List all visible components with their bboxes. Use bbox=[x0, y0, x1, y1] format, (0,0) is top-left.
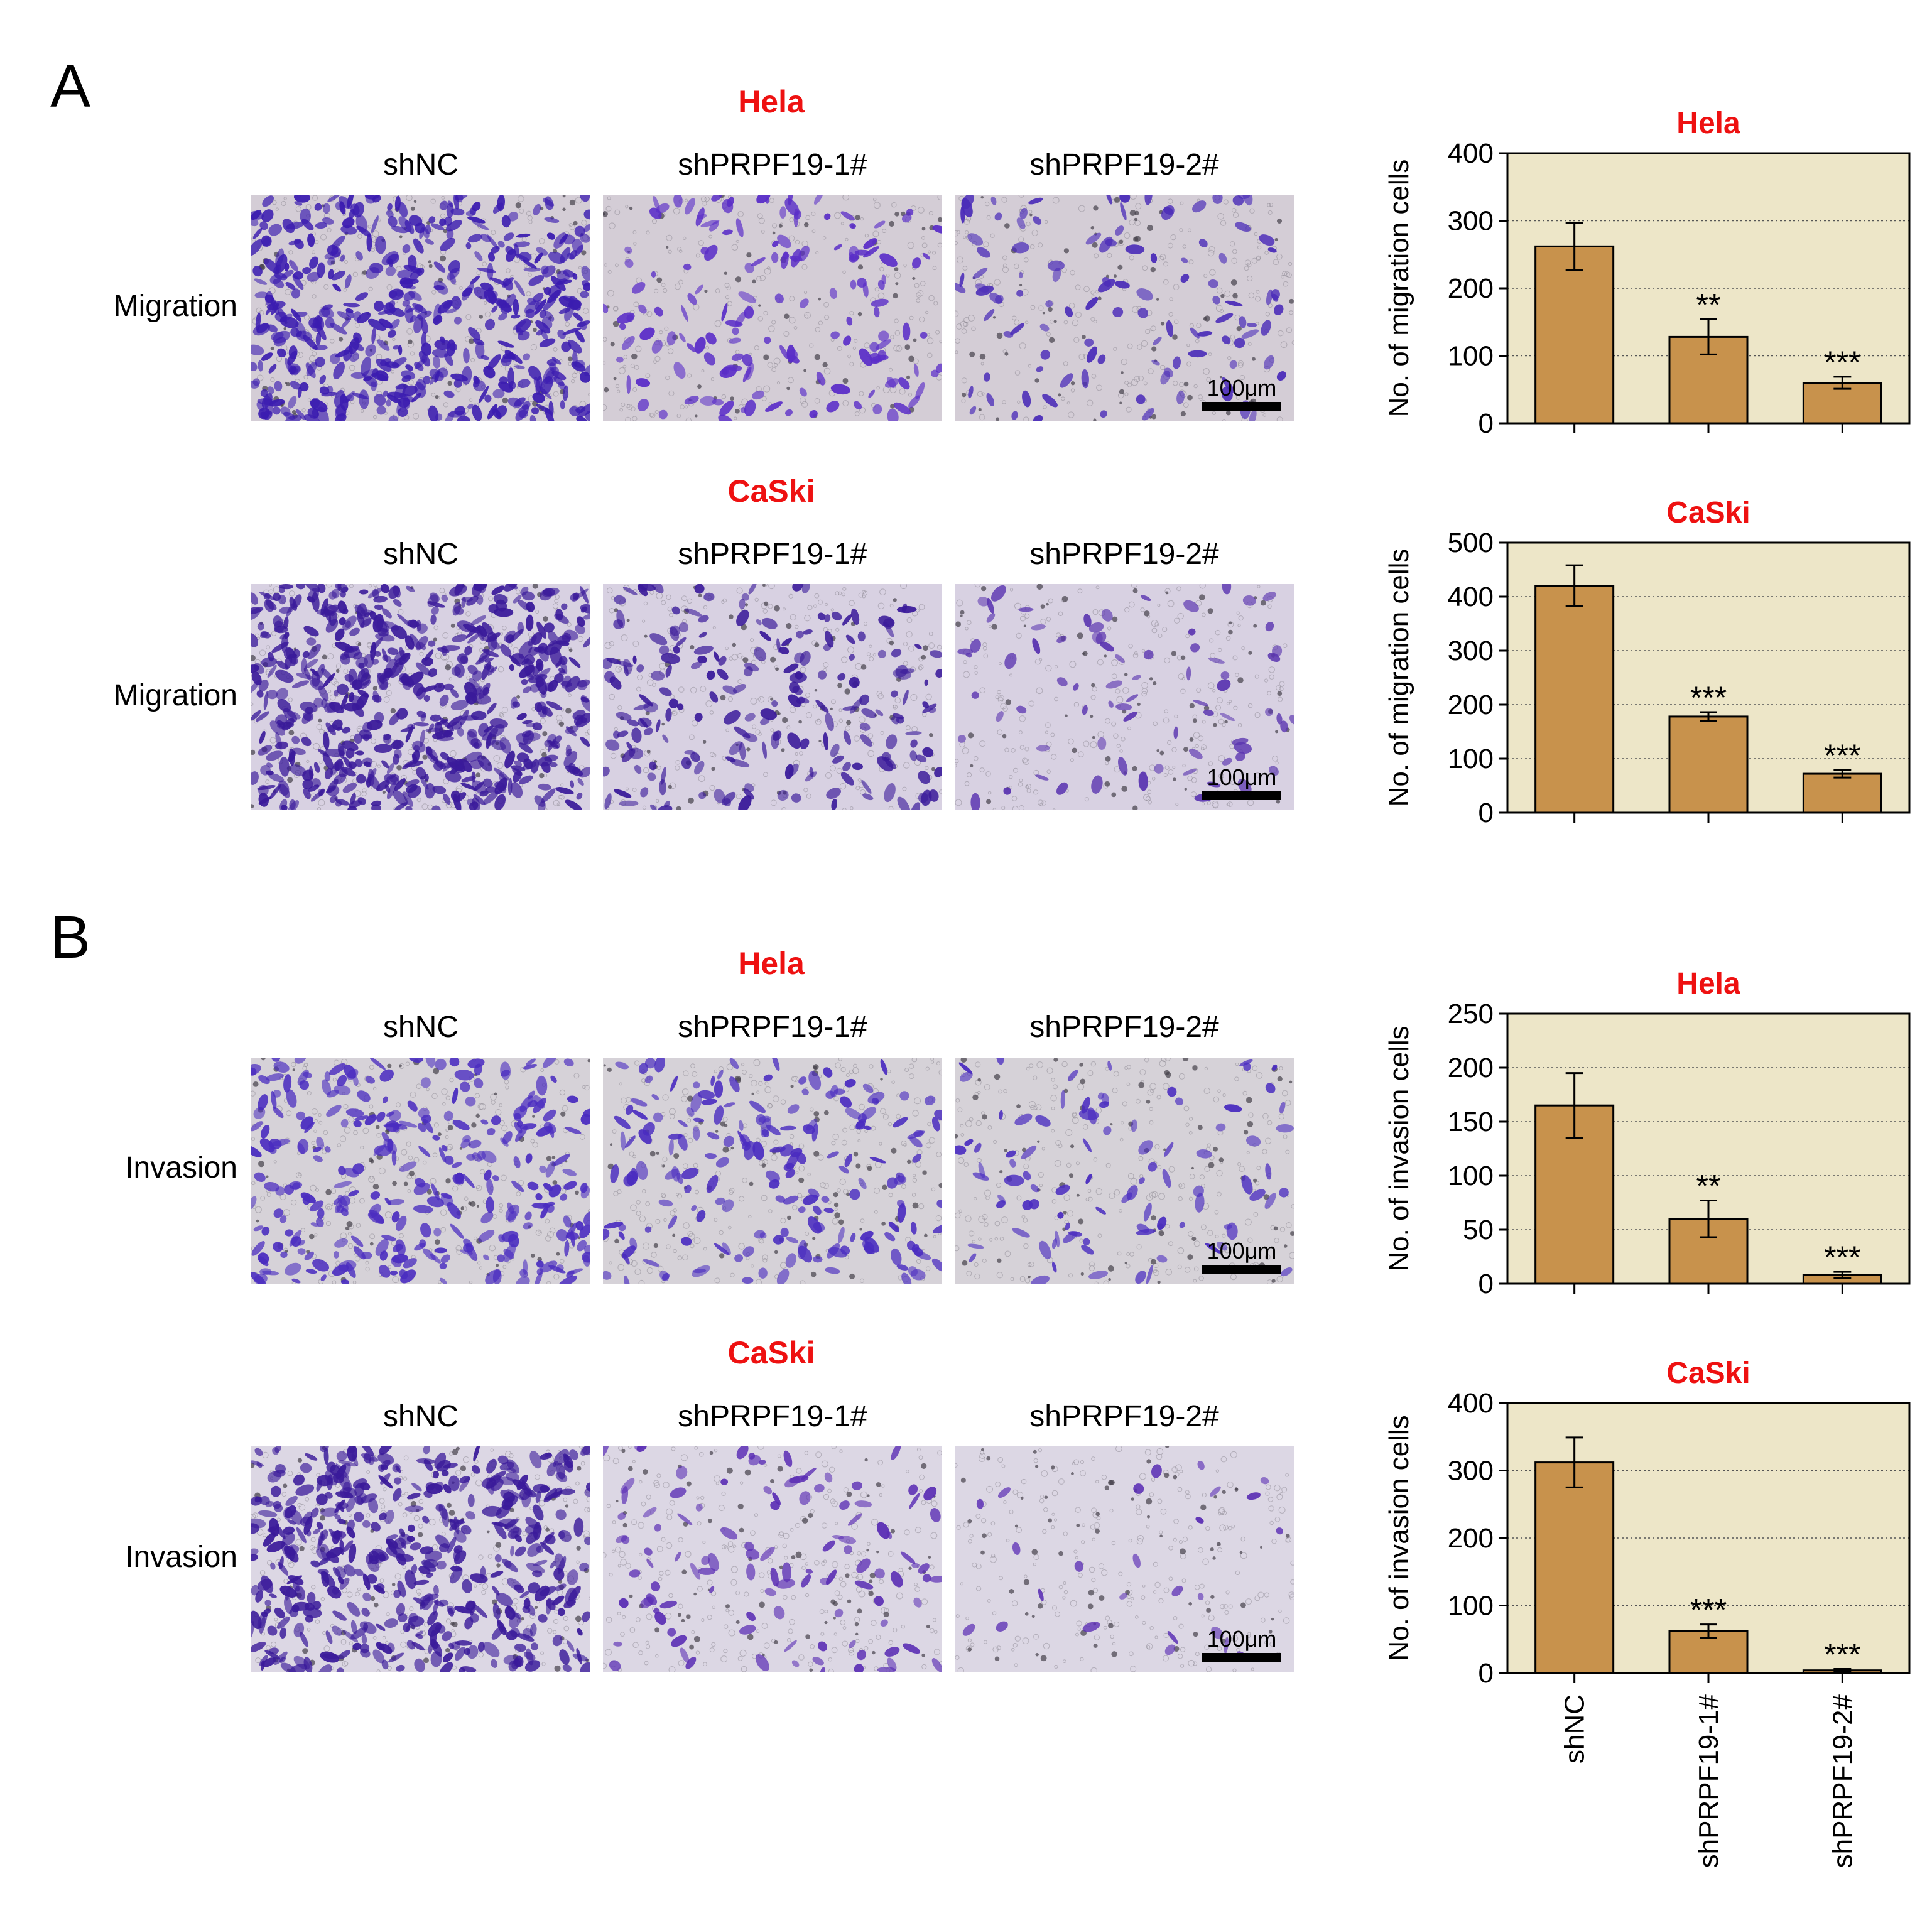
col-label-shprpf19-2: shPRPF19-2# bbox=[1029, 148, 1219, 182]
row-label-migration: Migration bbox=[113, 679, 237, 712]
significance-mark: *** bbox=[1824, 1637, 1860, 1672]
y-tick-label: 100 bbox=[1448, 1591, 1494, 1622]
chart-title: CaSki bbox=[1666, 1357, 1750, 1390]
col-label-shprpf19-2: shPRPF19-2# bbox=[1029, 1400, 1219, 1433]
y-tick-label: 150 bbox=[1448, 1107, 1494, 1137]
y-tick-label: 0 bbox=[1479, 1269, 1494, 1299]
scale-bar-label: 100μm bbox=[1207, 764, 1277, 790]
y-tick-label: 300 bbox=[1448, 1456, 1494, 1487]
plot-frame bbox=[1506, 1012, 1911, 1285]
col-label-shprpf19-1: shPRPF19-1# bbox=[678, 538, 867, 571]
micrograph-caski-migration-shprpf19-2: 100μm bbox=[955, 584, 1294, 810]
col-label-shnc: shNC bbox=[383, 1400, 459, 1433]
significance-mark: ** bbox=[1696, 287, 1721, 322]
x-tick-label: shPRPF19-2# bbox=[1827, 1694, 1858, 1868]
row-label-migration: Migration bbox=[113, 290, 237, 323]
cell-title-b-caski: CaSki bbox=[727, 1335, 815, 1370]
x-tick-label: shNC bbox=[1560, 1694, 1590, 1764]
col-label-shnc: shNC bbox=[383, 538, 459, 571]
y-tick-label: 100 bbox=[1448, 744, 1494, 774]
cell-title-a-hela: Hela bbox=[738, 84, 805, 119]
cell-title-a-caski: CaSki bbox=[727, 474, 815, 509]
scale-bar-label: 100μm bbox=[1207, 375, 1277, 401]
y-tick-label: 300 bbox=[1448, 206, 1494, 237]
significance-mark: *** bbox=[1824, 738, 1860, 773]
y-tick-label: 100 bbox=[1448, 341, 1494, 372]
micrograph-hela-invasion-shprpf19-2: 100μm bbox=[955, 1058, 1294, 1284]
plot-frame bbox=[1506, 541, 1911, 814]
significance-mark: ** bbox=[1696, 1169, 1721, 1204]
col-label-shprpf19-2: shPRPF19-2# bbox=[1029, 538, 1219, 571]
col-label-shnc: shNC bbox=[383, 148, 459, 182]
col-label-shnc: shNC bbox=[383, 1010, 459, 1044]
col-label-shprpf19-1: shPRPF19-1# bbox=[678, 1400, 867, 1433]
y-tick-label: 200 bbox=[1448, 273, 1494, 304]
y-tick-label: 200 bbox=[1448, 1523, 1494, 1554]
row-label-invasion: Invasion bbox=[125, 1151, 237, 1184]
y-tick-label: 200 bbox=[1448, 1053, 1494, 1083]
bar-chart-caski-invasion: CaSki 0 100 200 300 400 shNC *** shPRPF19-1# *** s… bbox=[1384, 1357, 1911, 1868]
significance-mark: *** bbox=[1690, 680, 1727, 715]
y-axis-label: No. of migration cells bbox=[1384, 549, 1414, 807]
y-axis-label: No. of invasion cells bbox=[1384, 1026, 1414, 1271]
scale-bar: 100μm bbox=[1202, 1240, 1281, 1274]
scale-bar-label: 100μm bbox=[1207, 1238, 1277, 1264]
bar-shNC bbox=[1534, 245, 1615, 425]
bar-shPRPF19-2# bbox=[1802, 772, 1882, 814]
col-label-shprpf19-1: shPRPF19-1# bbox=[678, 1010, 867, 1044]
y-axis-label: No. of invasion cells bbox=[1384, 1415, 1414, 1661]
scale-bar-label: 100μm bbox=[1207, 1626, 1277, 1652]
y-tick-label: 400 bbox=[1448, 138, 1494, 169]
micrograph-hela-migration-shprpf19-2: 100μm bbox=[955, 195, 1294, 421]
y-tick-label: 300 bbox=[1448, 636, 1494, 666]
y-tick-label: 400 bbox=[1448, 582, 1494, 612]
significance-mark: *** bbox=[1824, 1240, 1860, 1275]
micrograph-caski-migration-shprpf19-1 bbox=[603, 584, 942, 810]
col-label-shprpf19-1: shPRPF19-1# bbox=[678, 148, 867, 182]
micrograph-caski-invasion-shprpf19-2: 100μm bbox=[955, 1446, 1294, 1672]
significance-mark: *** bbox=[1690, 1593, 1727, 1628]
x-tick-label: shPRPF19-1# bbox=[1693, 1694, 1724, 1868]
y-tick-label: 0 bbox=[1479, 798, 1494, 828]
chart-title: CaSki bbox=[1666, 496, 1750, 529]
micrograph-caski-migration-shnc bbox=[251, 584, 590, 810]
y-tick-label: 0 bbox=[1479, 1658, 1494, 1689]
y-tick-label: 0 bbox=[1479, 408, 1494, 439]
micrograph-hela-migration-shprpf19-1 bbox=[603, 195, 942, 421]
scale-bar: 100μm bbox=[1202, 1628, 1281, 1662]
plot-frame bbox=[1506, 1402, 1911, 1674]
col-label-shprpf19-2: shPRPF19-2# bbox=[1029, 1010, 1219, 1044]
bar-shNC bbox=[1534, 585, 1615, 814]
scale-bar: 100μm bbox=[1202, 377, 1281, 411]
chart-title: Hela bbox=[1676, 107, 1740, 140]
cell-title-b-hela: Hela bbox=[738, 946, 805, 981]
bar-chart-caski-migration: CaSki 0 100 200 300 400 500 *** *** No. of migrat… bbox=[1384, 496, 1911, 828]
scale-bar: 100μm bbox=[1202, 766, 1281, 800]
micrograph-hela-invasion-shnc bbox=[251, 1058, 590, 1284]
panel-letter-b: B bbox=[50, 904, 91, 971]
chart-title: Hela bbox=[1676, 967, 1740, 1000]
panel-letter-a: A bbox=[50, 53, 91, 120]
y-tick-label: 100 bbox=[1448, 1161, 1494, 1191]
bar-shPRPF19-1# bbox=[1668, 715, 1749, 814]
y-tick-label: 50 bbox=[1463, 1215, 1494, 1245]
micrograph-hela-migration-shnc bbox=[251, 195, 590, 421]
y-tick-label: 250 bbox=[1448, 999, 1494, 1029]
y-tick-label: 200 bbox=[1448, 690, 1494, 720]
micrograph-hela-invasion-shprpf19-1 bbox=[603, 1058, 942, 1284]
micrograph-caski-invasion-shprpf19-1 bbox=[603, 1446, 942, 1672]
bar-shNC bbox=[1534, 1461, 1615, 1674]
plot-frame bbox=[1506, 152, 1911, 425]
y-axis-label: No. of migration cells bbox=[1384, 160, 1414, 418]
y-tick-label: 400 bbox=[1448, 1388, 1494, 1419]
y-tick-label: 500 bbox=[1448, 528, 1494, 558]
row-label-invasion: Invasion bbox=[125, 1541, 237, 1574]
significance-mark: *** bbox=[1824, 345, 1860, 380]
micrograph-caski-invasion-shnc bbox=[251, 1446, 590, 1672]
